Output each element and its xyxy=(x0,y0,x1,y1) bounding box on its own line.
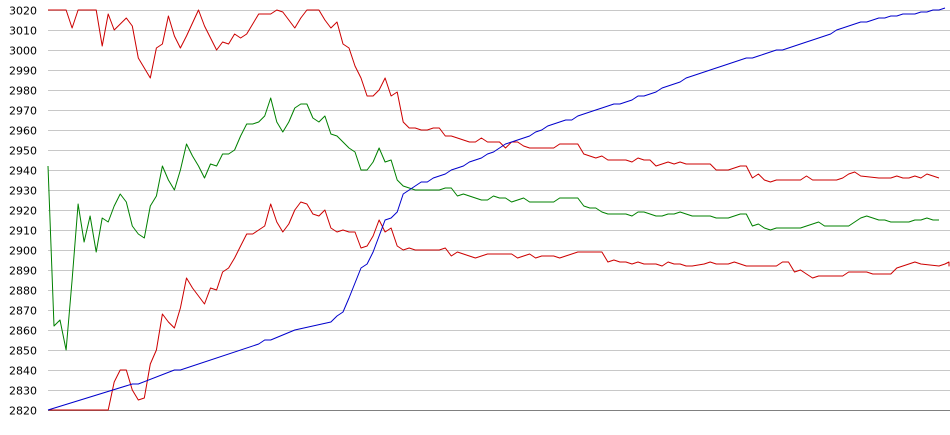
y-tick-label-2960: 2960 xyxy=(9,125,37,138)
y-tick-label-2910: 2910 xyxy=(9,225,37,238)
series-line-3 xyxy=(48,201,950,411)
y-tick-label-2860: 2860 xyxy=(9,325,37,338)
y-tick-label-2990: 2990 xyxy=(9,65,37,78)
gridlines xyxy=(48,10,950,391)
series-line-1 xyxy=(48,9,940,183)
y-tick-label-2840: 2840 xyxy=(9,365,37,378)
series-lines xyxy=(47,7,950,411)
y-tick-label-3020: 3020 xyxy=(9,5,37,18)
y-tick-label-2970: 2970 xyxy=(9,105,37,118)
series-line-4 xyxy=(47,7,946,411)
y-tick-label-2980: 2980 xyxy=(9,85,37,98)
y-tick-label-2820: 2820 xyxy=(9,405,37,418)
y-axis-tick-labels: 2820 2830 2840 2850 2860 2870 2880 2890 2900 2910… xyxy=(9,5,37,418)
y-tick-label-2880: 2880 xyxy=(9,285,37,298)
y-tick-label-2890: 2890 xyxy=(9,265,37,278)
y-tick-label-2920: 2920 xyxy=(9,205,37,218)
y-tick-label-2870: 2870 xyxy=(9,305,37,318)
y-tick-label-2830: 2830 xyxy=(9,385,37,398)
y-tick-label-2850: 2850 xyxy=(9,345,37,358)
y-tick-label-2930: 2930 xyxy=(9,185,37,198)
y-tick-label-2900: 2900 xyxy=(9,245,37,258)
y-tick-label-2940: 2940 xyxy=(9,165,37,178)
y-tick-label-2950: 2950 xyxy=(9,145,37,158)
y-tick-label-3010: 3010 xyxy=(9,25,37,38)
series-line-2 xyxy=(47,97,939,351)
y-tick-label-3000: 3000 xyxy=(9,45,37,58)
